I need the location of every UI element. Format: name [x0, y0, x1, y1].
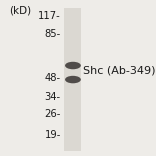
Ellipse shape — [65, 76, 81, 83]
Ellipse shape — [65, 62, 81, 69]
Text: 34-: 34- — [45, 92, 61, 102]
Text: Shc (Ab-349): Shc (Ab-349) — [83, 66, 156, 76]
Text: 117-: 117- — [38, 11, 61, 21]
Text: 48-: 48- — [45, 73, 61, 83]
Text: (kD): (kD) — [10, 5, 32, 15]
Text: 19-: 19- — [44, 130, 61, 140]
Text: 85-: 85- — [45, 29, 61, 39]
Text: 26-: 26- — [44, 109, 61, 119]
FancyBboxPatch shape — [64, 8, 81, 151]
